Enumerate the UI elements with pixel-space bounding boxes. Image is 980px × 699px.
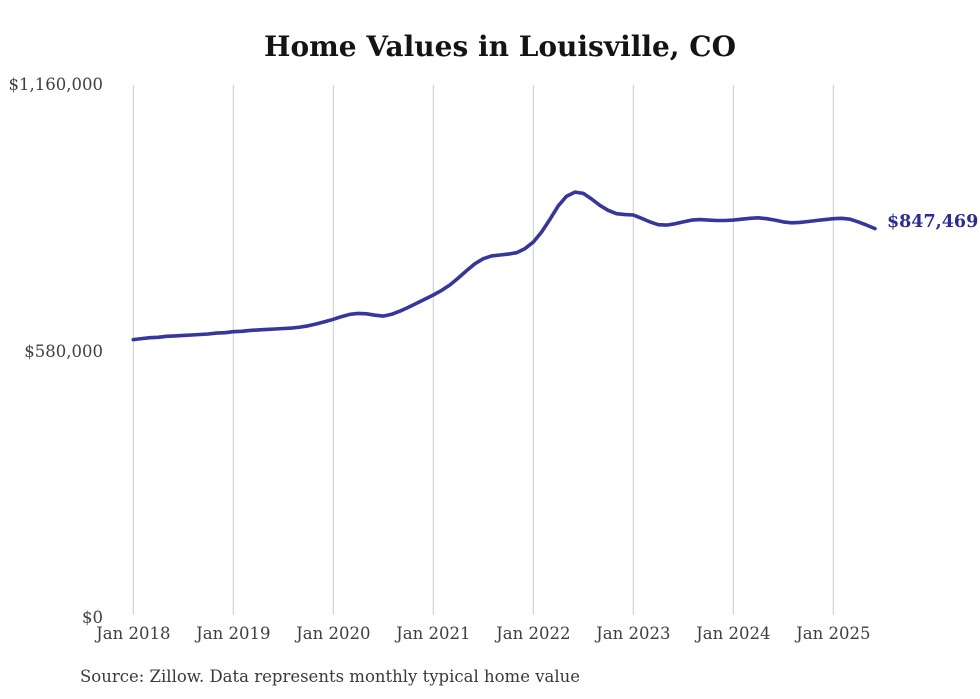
home-value-series-line <box>131 190 877 342</box>
x-tick-label: Jan 2023 <box>596 624 671 643</box>
x-tick-label: Jan 2019 <box>196 624 271 643</box>
chart-title: Home Values in Louisville, CO <box>264 30 736 63</box>
y-tick-label: $0 <box>82 608 103 627</box>
source-note: Source: Zillow. Data represents monthly … <box>80 667 581 686</box>
x-tick-label: Jan 2021 <box>396 624 471 643</box>
x-tick-label: Jan 2018 <box>96 624 171 643</box>
x-tick-label: Jan 2022 <box>496 624 571 643</box>
x-tick-label: Jan 2025 <box>796 624 871 643</box>
current-value-label: $847,469 <box>886 211 979 232</box>
x-tick-label: Jan 2024 <box>696 624 771 643</box>
x-tick-label: Jan 2020 <box>296 624 371 643</box>
y-tick-label: $580,000 <box>24 341 103 361</box>
gridlines <box>132 85 834 615</box>
y-tick-label: $1,160,000 <box>8 75 103 94</box>
